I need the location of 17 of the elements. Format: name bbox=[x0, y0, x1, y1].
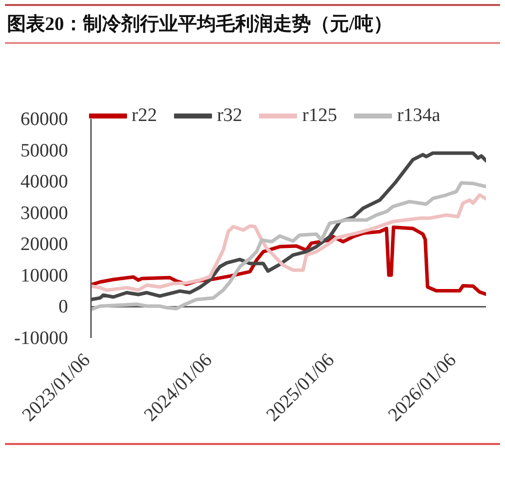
line-series bbox=[91, 181, 486, 312]
chart-title: 图表20：制冷剂行业平均毛利润走势（元/吨） bbox=[7, 12, 392, 37]
y-tick-label: 20000 bbox=[20, 234, 68, 255]
legend-label: r22 bbox=[132, 104, 157, 128]
y-tick-label: -10000 bbox=[14, 328, 68, 348]
legend-label: r32 bbox=[216, 104, 242, 128]
legend-label: r125 bbox=[302, 104, 338, 128]
y-tick-label: 60000 bbox=[20, 108, 68, 130]
line-series bbox=[91, 226, 486, 296]
y-tick-label: 30000 bbox=[20, 202, 68, 224]
y-tick-label: 0 bbox=[58, 296, 68, 318]
legend-label: r134a bbox=[397, 104, 440, 128]
line-series bbox=[91, 193, 486, 292]
y-tick-label: 10000 bbox=[20, 264, 68, 286]
y-tick-label: 40000 bbox=[20, 171, 68, 192]
y-tick-label: 50000 bbox=[20, 140, 68, 161]
line-series bbox=[91, 151, 486, 302]
